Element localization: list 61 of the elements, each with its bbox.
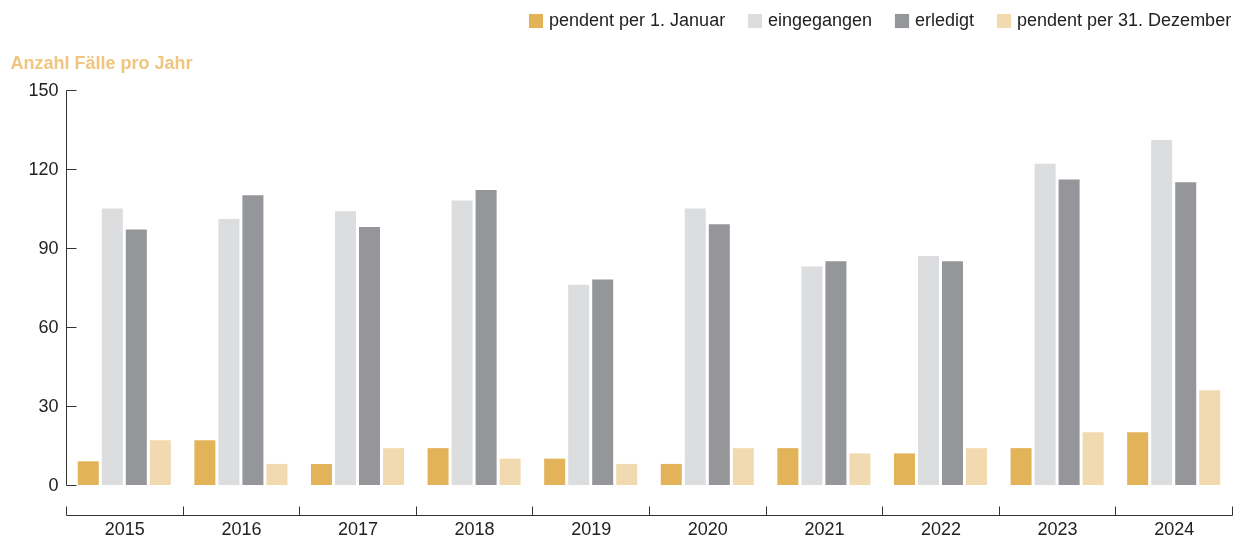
bar (1058, 179, 1080, 485)
bar (194, 440, 216, 485)
bar (427, 448, 449, 485)
bar (966, 448, 988, 485)
bar (849, 453, 871, 485)
x-tick-label: 2015 (104, 518, 145, 539)
bar (125, 229, 147, 485)
bar (592, 279, 614, 485)
y-tick-label: 150 (28, 79, 59, 100)
bar (825, 261, 847, 485)
bar (359, 226, 381, 485)
bar (708, 224, 730, 485)
bar (568, 284, 590, 485)
y-tick-label: 60 (38, 316, 59, 337)
bar (310, 463, 332, 485)
bar (266, 463, 288, 485)
x-tick-label: 2022 (920, 518, 962, 539)
bar (383, 448, 405, 485)
y-tick-label: 120 (28, 158, 59, 179)
bar (917, 255, 939, 485)
bar (942, 261, 964, 485)
bar (1175, 182, 1197, 485)
bar (1010, 448, 1032, 485)
y-tick-label: 30 (38, 395, 59, 416)
x-tick-label: 2020 (687, 518, 728, 539)
bar (616, 463, 638, 485)
bar (77, 461, 99, 485)
bar (1082, 432, 1104, 485)
x-tick-label: 2016 (221, 518, 262, 539)
bar (660, 463, 682, 485)
legend-label: pendent per 31. Dezember (1017, 10, 1232, 30)
y-tick-label: 90 (38, 237, 59, 258)
bar (684, 208, 706, 485)
bar (777, 448, 799, 485)
x-tick-label: 2021 (804, 518, 845, 539)
bar (732, 448, 754, 485)
bar (451, 200, 473, 485)
bar (1127, 432, 1149, 485)
legend-label: erledigt (915, 10, 975, 30)
y-tick-label: 0 (48, 474, 59, 495)
bar (1151, 140, 1173, 485)
bar (475, 190, 497, 485)
bar (1199, 390, 1221, 485)
x-tick-label: 2018 (454, 518, 495, 539)
bar (801, 266, 823, 485)
x-tick-label: 2017 (337, 518, 379, 539)
bar (101, 208, 123, 485)
bar (242, 195, 264, 485)
bar (499, 458, 521, 485)
x-tick-label: 2019 (571, 518, 612, 539)
bar (544, 458, 566, 485)
x-tick-label: 2024 (1154, 518, 1195, 539)
y-axis-title: Anzahl Fälle pro Jahr (10, 52, 193, 73)
bar (218, 219, 240, 485)
legend-label: pendent per 1. Januar (549, 10, 726, 30)
bar (334, 211, 356, 485)
legend-label: eingegangen (768, 10, 873, 30)
bar (893, 453, 915, 485)
bar (1034, 163, 1056, 485)
x-tick-label: 2023 (1037, 518, 1078, 539)
bar (149, 440, 171, 485)
